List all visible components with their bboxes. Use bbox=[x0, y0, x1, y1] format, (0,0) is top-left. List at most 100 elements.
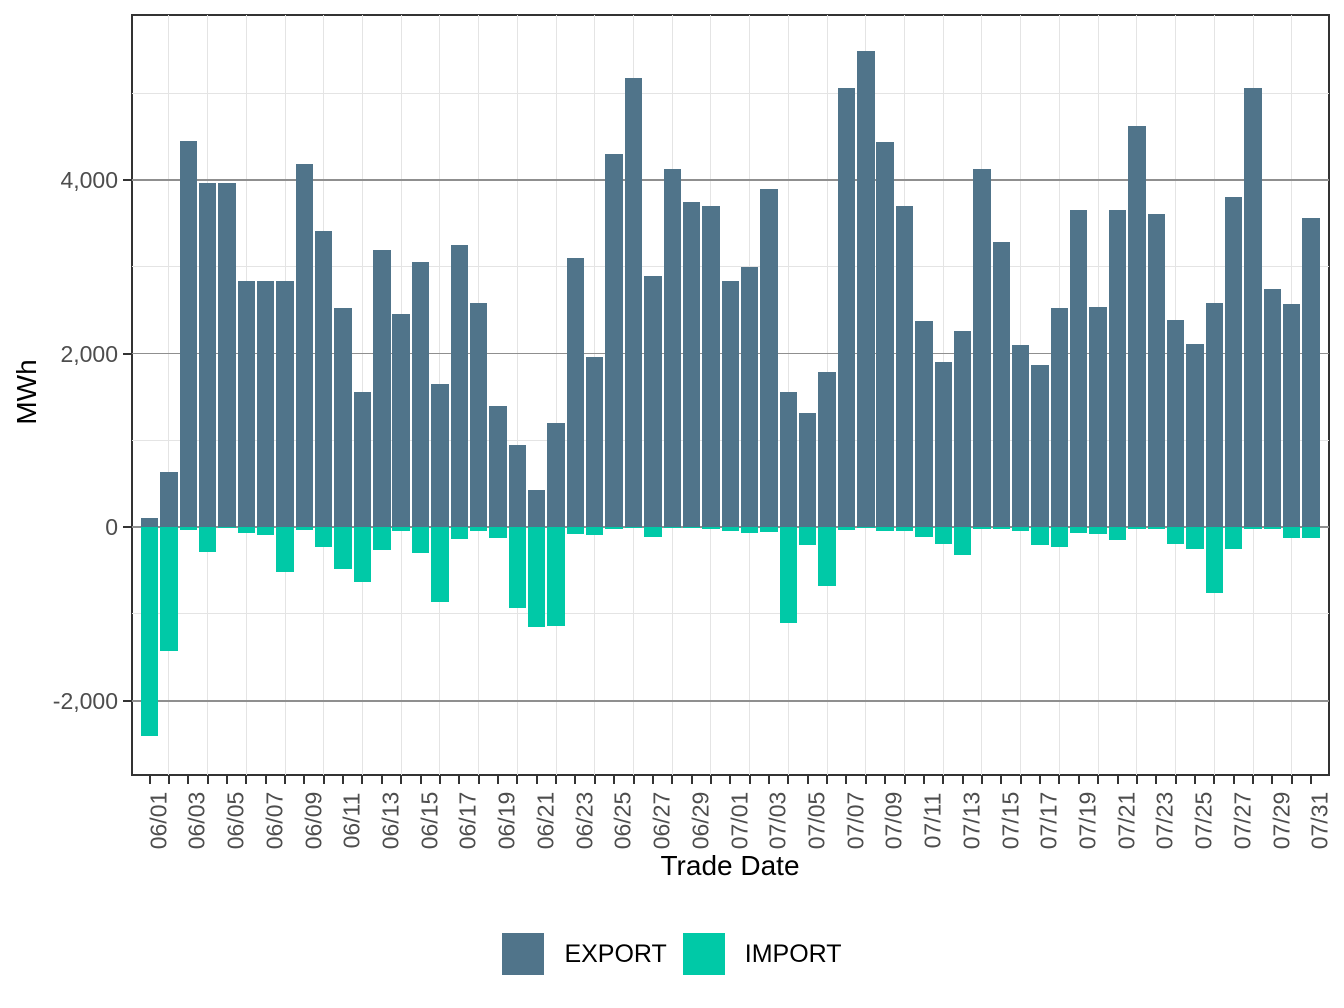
import-bar bbox=[160, 527, 178, 652]
import-bar bbox=[973, 527, 991, 529]
y-tick bbox=[123, 178, 131, 181]
import-bar bbox=[237, 527, 255, 534]
y-tick-label: -2,000 bbox=[52, 687, 118, 714]
import-bar bbox=[663, 527, 681, 529]
import-bar bbox=[953, 527, 972, 555]
export-bar bbox=[315, 231, 333, 528]
x-tick bbox=[768, 776, 771, 784]
export-bar bbox=[876, 141, 894, 528]
export-bar bbox=[973, 168, 991, 528]
x-tick bbox=[903, 776, 906, 784]
export-bar bbox=[1244, 87, 1262, 528]
x-tick bbox=[1077, 776, 1080, 784]
x-tick bbox=[1019, 776, 1022, 784]
x-tick bbox=[922, 776, 925, 784]
import-bar bbox=[508, 527, 527, 608]
export-bar bbox=[160, 472, 178, 528]
x-tick bbox=[613, 776, 616, 784]
import-bar bbox=[315, 527, 333, 548]
x-tick bbox=[864, 776, 867, 784]
export-bar bbox=[915, 321, 933, 528]
x-tick bbox=[729, 776, 732, 784]
x-tick bbox=[574, 776, 577, 784]
gridline-major-h bbox=[132, 179, 1329, 181]
export-bar bbox=[489, 405, 507, 528]
x-tick bbox=[477, 776, 480, 784]
x-tick bbox=[555, 776, 558, 784]
import-bar bbox=[915, 527, 933, 537]
x-tick bbox=[496, 776, 499, 784]
export-bar bbox=[566, 258, 585, 528]
export-bar bbox=[760, 188, 778, 528]
import-bar bbox=[431, 527, 449, 602]
export-bar bbox=[469, 303, 488, 528]
import-bar bbox=[469, 527, 488, 532]
x-tick bbox=[342, 776, 345, 784]
export-bar bbox=[1283, 304, 1301, 528]
import-bar bbox=[1031, 527, 1049, 546]
export-bar bbox=[547, 422, 565, 528]
y-axis-title: MWh bbox=[11, 359, 42, 425]
y-tick bbox=[123, 526, 131, 529]
x-tick bbox=[400, 776, 403, 784]
import-bar bbox=[140, 527, 159, 737]
export-bar bbox=[702, 205, 720, 528]
x-tick bbox=[245, 776, 248, 784]
y-tick-label: 4,000 bbox=[60, 166, 118, 193]
export-bar bbox=[1302, 218, 1320, 528]
import-bar bbox=[411, 527, 430, 554]
import-bar bbox=[256, 527, 275, 535]
import-bar bbox=[566, 527, 585, 535]
import-bar bbox=[1089, 527, 1107, 535]
import-bar bbox=[857, 527, 875, 529]
x-tick bbox=[690, 776, 693, 784]
x-tick bbox=[593, 776, 596, 784]
export-bar bbox=[799, 413, 817, 528]
export-bar bbox=[837, 87, 856, 528]
x-tick bbox=[709, 776, 712, 784]
x-tick bbox=[438, 776, 441, 784]
import-bar bbox=[624, 527, 643, 529]
export-bar bbox=[353, 391, 372, 528]
x-tick bbox=[671, 776, 674, 784]
export-bar bbox=[218, 182, 236, 528]
gridline-major-h bbox=[132, 700, 1329, 702]
import-bar bbox=[373, 527, 391, 550]
x-tick bbox=[361, 776, 364, 784]
export-bar bbox=[605, 153, 623, 528]
x-tick bbox=[845, 776, 848, 784]
import-bar bbox=[547, 527, 565, 627]
export-bar bbox=[1070, 210, 1088, 528]
x-tick bbox=[1155, 776, 1158, 784]
import-bar bbox=[702, 527, 720, 529]
import-bar bbox=[198, 527, 217, 553]
import-bar bbox=[1108, 527, 1127, 541]
export-bar bbox=[411, 262, 430, 528]
export-bar bbox=[895, 205, 914, 528]
import-bar bbox=[450, 527, 468, 540]
import-bar bbox=[818, 527, 836, 587]
export-bar bbox=[624, 77, 643, 528]
import-bar bbox=[1283, 527, 1301, 538]
x-tick bbox=[419, 776, 422, 784]
x-tick bbox=[1252, 776, 1255, 784]
x-tick bbox=[1232, 776, 1235, 784]
x-tick bbox=[884, 776, 887, 784]
export-bar bbox=[1166, 319, 1185, 528]
x-tick bbox=[961, 776, 964, 784]
x-axis-title: Trade Date bbox=[660, 850, 800, 881]
import-bar bbox=[218, 527, 236, 529]
x-tick bbox=[380, 776, 383, 784]
y-tick bbox=[123, 699, 131, 702]
import-bar bbox=[876, 527, 894, 532]
export-bar bbox=[295, 164, 314, 528]
export-bar bbox=[392, 313, 410, 528]
import-bar bbox=[295, 527, 314, 530]
x-tick bbox=[167, 776, 170, 784]
export-bar bbox=[373, 250, 391, 528]
gridline-minor-v bbox=[555, 15, 557, 775]
x-tick bbox=[942, 776, 945, 784]
import-bar bbox=[992, 527, 1011, 529]
export-bar bbox=[953, 330, 972, 528]
